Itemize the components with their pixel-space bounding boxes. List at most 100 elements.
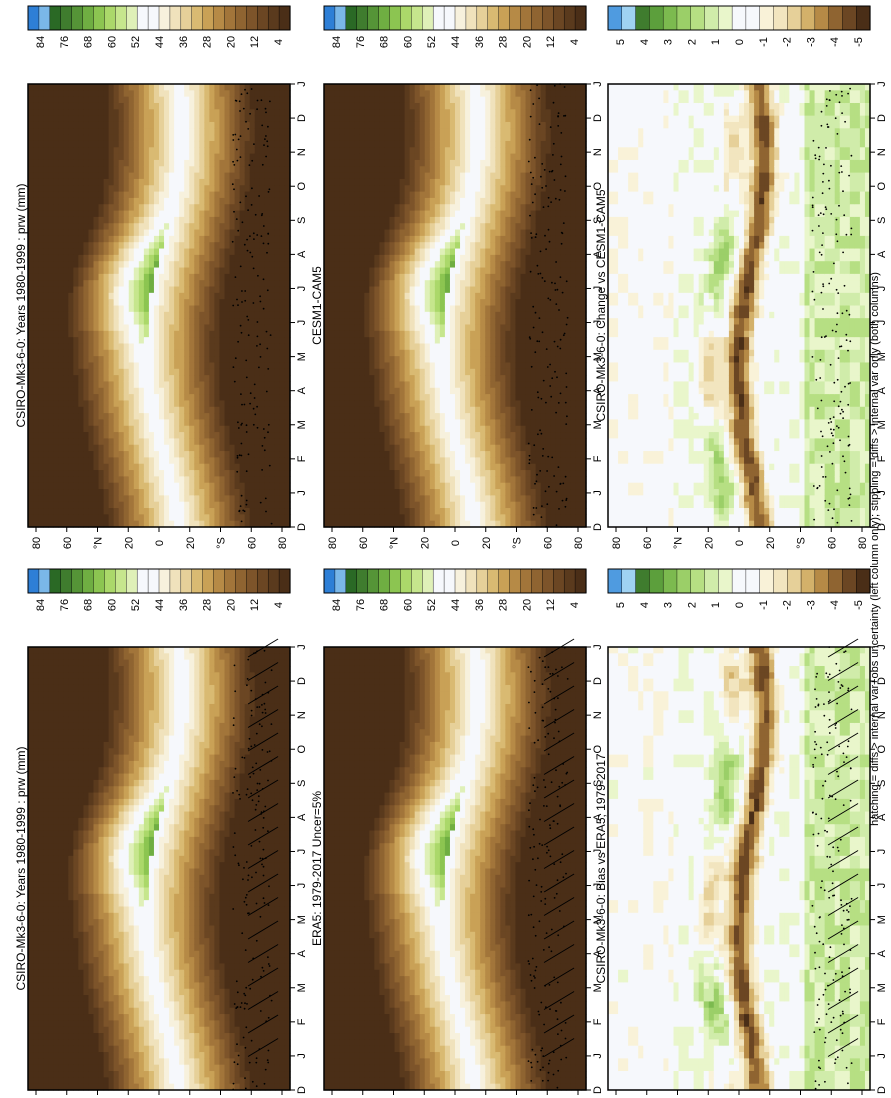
heatmap-cell: [199, 843, 205, 850]
heatmap-cell: [134, 1071, 140, 1078]
heatmap-cell: [83, 457, 89, 464]
heatmap-cell: [204, 862, 210, 869]
heatmap-cell: [119, 1014, 125, 1021]
heatmap-cell: [99, 261, 105, 268]
heatmap-cell: [33, 249, 39, 256]
heatmap-cell: [159, 957, 165, 964]
heatmap-cell: [33, 464, 39, 471]
heatmap-cell: [114, 780, 120, 787]
stipple-dot: [256, 940, 258, 942]
heatmap-cell: [209, 1014, 215, 1021]
x-tick-label: J: [296, 644, 308, 650]
heatmap-cell: [250, 660, 256, 667]
heatmap-cell: [280, 989, 286, 996]
heatmap-cell: [169, 672, 175, 679]
heatmap-cell: [214, 679, 220, 686]
heatmap-cell: [184, 1046, 190, 1053]
heatmap-cell: [48, 337, 54, 344]
heatmap-cell: [204, 1065, 210, 1072]
heatmap-cell: [179, 818, 185, 825]
heatmap-cell: [94, 324, 100, 331]
heatmap-cell: [43, 261, 49, 268]
heatmap-cell: [154, 1001, 160, 1008]
heatmap-cell: [53, 812, 59, 819]
heatmap-cell: [240, 963, 246, 970]
heatmap-cell: [73, 805, 79, 812]
heatmap-cell: [260, 989, 266, 996]
heatmap-cell: [199, 748, 205, 755]
heatmap-cell: [28, 211, 34, 218]
heatmap-cell: [179, 1052, 185, 1059]
heatmap-cell: [104, 242, 110, 249]
heatmap-cell: [209, 1071, 215, 1078]
heatmap-cell: [159, 938, 165, 945]
heatmap-cell: [94, 381, 100, 388]
heatmap-cell: [38, 457, 44, 464]
heatmap-cell: [280, 900, 286, 907]
heatmap-cell: [230, 919, 236, 926]
heatmap-cell: [139, 900, 145, 907]
stipple-dot: [264, 902, 266, 904]
heatmap-cell: [194, 1052, 200, 1059]
heatmap-cell: [129, 717, 135, 724]
heatmap-cell: [114, 717, 120, 724]
heatmap-cell: [99, 369, 105, 376]
heatmap-cell: [114, 995, 120, 1002]
heatmap-cell: [235, 755, 241, 762]
colorbar-swatch: [214, 569, 225, 593]
heatmap-cell: [194, 932, 200, 939]
heatmap-cell: [204, 843, 210, 850]
heatmap-cell: [94, 755, 100, 762]
heatmap-cell: [230, 1001, 236, 1008]
heatmap-cell: [144, 938, 150, 945]
heatmap-cell: [33, 1027, 39, 1034]
heatmap-cell: [83, 451, 89, 458]
heatmap-cell: [119, 906, 125, 913]
heatmap-cell: [174, 653, 180, 660]
heatmap-cell: [209, 647, 215, 654]
heatmap-cell: [129, 723, 135, 730]
heatmap-cell: [275, 925, 281, 932]
heatmap-cell: [53, 350, 59, 357]
heatmap-cell: [83, 679, 89, 686]
heatmap-cell: [275, 938, 281, 945]
heatmap-cell: [265, 653, 271, 660]
heatmap-cell: [33, 856, 39, 863]
heatmap-cell: [159, 919, 165, 926]
heatmap-cell: [73, 508, 79, 515]
heatmap-cell: [48, 887, 54, 894]
heatmap-cell: [28, 742, 34, 749]
heatmap-cell: [63, 869, 69, 876]
heatmap-cell: [109, 748, 115, 755]
heatmap-cell: [189, 647, 195, 654]
heatmap-cell: [230, 824, 236, 831]
heatmap-cell: [139, 856, 145, 863]
heatmap-cell: [240, 976, 246, 983]
heatmap-cell: [240, 647, 246, 654]
heatmap-cell: [250, 900, 256, 907]
heatmap-cell: [169, 805, 175, 812]
heatmap-cell: [129, 1077, 135, 1084]
heatmap-cell: [139, 704, 145, 711]
heatmap-cell: [28, 875, 34, 882]
heatmap-cell: [99, 445, 105, 452]
heatmap-cell: [73, 856, 79, 863]
heatmap-cell: [83, 963, 89, 970]
heatmap-cell: [149, 698, 155, 705]
heatmap-cell: [63, 887, 69, 894]
heatmap-cell: [68, 419, 74, 426]
heatmap-cell: [280, 887, 286, 894]
heatmap-cell: [204, 767, 210, 774]
heatmap-cell: [53, 1014, 59, 1021]
heatmap-cell: [33, 154, 39, 161]
heatmap-cell: [94, 881, 100, 888]
heatmap-cell: [235, 1027, 241, 1034]
heatmap-cell: [53, 869, 59, 876]
heatmap-cell: [104, 185, 110, 192]
heatmap-cell: [270, 913, 276, 920]
heatmap-cell: [114, 1001, 120, 1008]
heatmap-cell: [139, 1046, 145, 1053]
heatmap-cell: [88, 786, 94, 793]
heatmap-cell: [78, 837, 84, 844]
